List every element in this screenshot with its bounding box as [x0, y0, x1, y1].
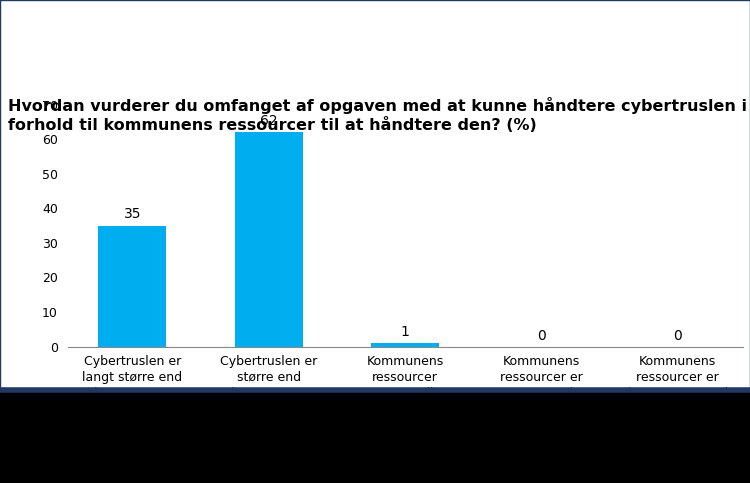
Text: Hvordan vurderer du omfanget af opgaven med at kunne håndtere cybertruslen i
for: Hvordan vurderer du omfanget af opgaven … [8, 97, 746, 132]
Text: 35: 35 [124, 208, 141, 221]
Bar [98, 226, 166, 346]
Text: 1: 1 [400, 325, 410, 339]
Text: 0: 0 [537, 329, 546, 343]
Bar [235, 132, 303, 346]
Text: 62: 62 [260, 114, 278, 128]
Text: 0: 0 [674, 329, 682, 343]
Bar [371, 343, 439, 346]
